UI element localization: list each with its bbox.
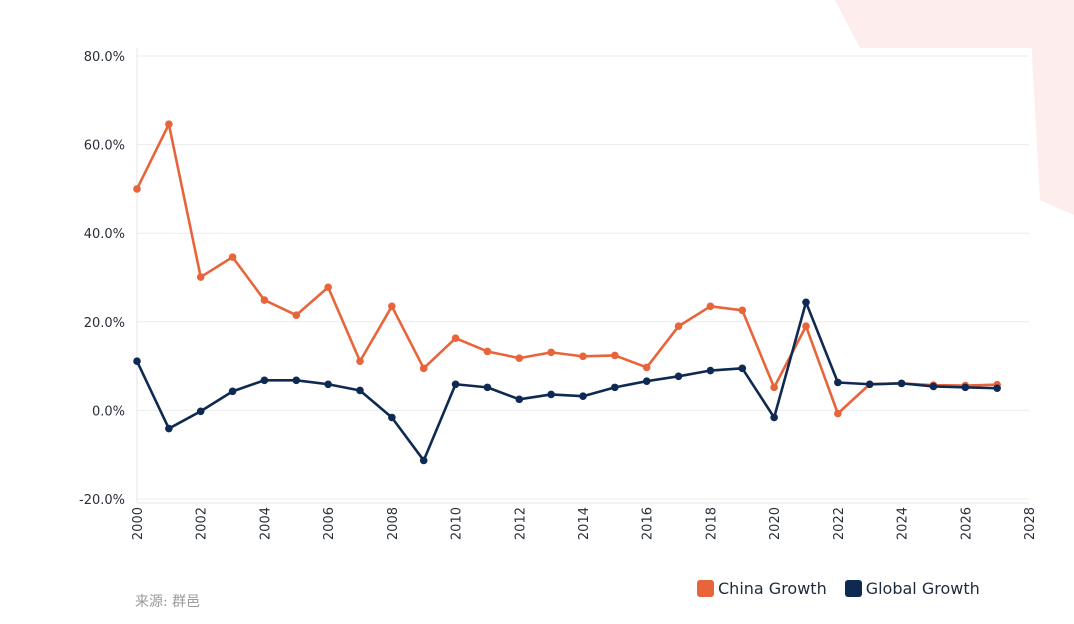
data-point <box>483 347 492 356</box>
data-point <box>738 364 747 373</box>
x-tick-label: 2008 <box>386 507 401 540</box>
data-point <box>706 302 715 311</box>
x-tick-label: 2020 <box>768 507 783 540</box>
data-point <box>579 392 587 401</box>
data-point <box>547 348 555 357</box>
x-tick-label: 2018 <box>704 507 719 540</box>
legend-item-china[interactable]: China Growth <box>697 579 827 598</box>
source-note: 来源: 群邑 <box>135 594 201 610</box>
data-point <box>483 383 492 392</box>
x-tick-label: 2028 <box>1023 507 1038 540</box>
data-point <box>993 384 1001 393</box>
legend-label-china: China Growth <box>718 579 827 598</box>
y-tick-label: 0.0% <box>92 404 125 419</box>
series-global <box>133 298 1001 465</box>
y-tick-label: 20.0% <box>84 316 125 331</box>
data-point <box>674 322 683 331</box>
data-point <box>579 352 587 361</box>
x-tick-label: 2000 <box>131 507 146 540</box>
x-tick-label: 2026 <box>959 507 974 540</box>
data-point <box>292 376 301 385</box>
data-point <box>515 354 524 362</box>
x-tick-label: 2012 <box>513 507 528 540</box>
data-point <box>228 387 237 396</box>
data-point <box>770 413 778 422</box>
data-point <box>706 366 715 375</box>
data-point <box>834 409 842 418</box>
y-tick-label: 40.0% <box>84 227 125 242</box>
data-point <box>611 351 619 360</box>
data-point <box>865 380 874 389</box>
data-point <box>929 382 938 391</box>
data-point <box>547 390 555 399</box>
series-line <box>135 301 998 462</box>
y-tick-label: -20.0% <box>79 493 125 508</box>
data-point <box>834 378 842 387</box>
x-tick-label: 2022 <box>832 507 847 540</box>
data-point <box>738 306 747 315</box>
x-tick-label: 2016 <box>641 507 656 540</box>
data-point <box>260 296 269 304</box>
x-tick-label: 2006 <box>322 507 337 540</box>
data-point <box>292 311 301 319</box>
legend: China Growth Global Growth <box>697 579 980 598</box>
x-tick-label: 2024 <box>896 507 911 540</box>
y-tick-label: 60.0% <box>84 139 125 154</box>
data-point <box>802 322 810 331</box>
data-point <box>388 413 396 422</box>
data-point <box>165 120 173 129</box>
data-point <box>324 283 332 292</box>
data-point <box>770 383 778 392</box>
data-point <box>356 386 364 395</box>
y-tick-label: 80.0% <box>84 50 125 65</box>
legend-swatch-global <box>844 580 862 597</box>
data-point <box>674 372 683 381</box>
data-point <box>165 424 173 433</box>
data-point <box>642 377 651 385</box>
data-point <box>451 334 460 342</box>
data-point <box>897 379 906 388</box>
x-tick-label: 2010 <box>450 507 465 540</box>
data-point <box>228 253 237 261</box>
data-point <box>451 380 460 389</box>
data-point <box>356 357 364 366</box>
data-point <box>133 185 141 193</box>
data-point <box>419 456 428 465</box>
x-tick-label: 2014 <box>577 507 592 540</box>
data-point <box>611 383 619 392</box>
series-china <box>133 120 1001 418</box>
data-point <box>196 273 205 281</box>
data-point <box>802 298 810 307</box>
data-point <box>196 407 205 416</box>
x-tick-label: 2004 <box>258 507 273 540</box>
legend-swatch-china <box>697 580 714 597</box>
legend-label-global: Global Growth <box>865 579 980 598</box>
series-line <box>135 122 998 415</box>
plot-area <box>137 48 1032 503</box>
data-point <box>515 395 524 404</box>
x-tick-label: 2002 <box>195 507 210 540</box>
data-point <box>133 357 141 366</box>
data-point <box>324 380 332 389</box>
data-point <box>388 302 396 311</box>
legend-item-global[interactable]: Global Growth <box>844 579 980 598</box>
data-point <box>419 364 428 373</box>
data-point <box>961 383 970 392</box>
data-point <box>260 376 269 385</box>
data-point <box>642 363 651 372</box>
